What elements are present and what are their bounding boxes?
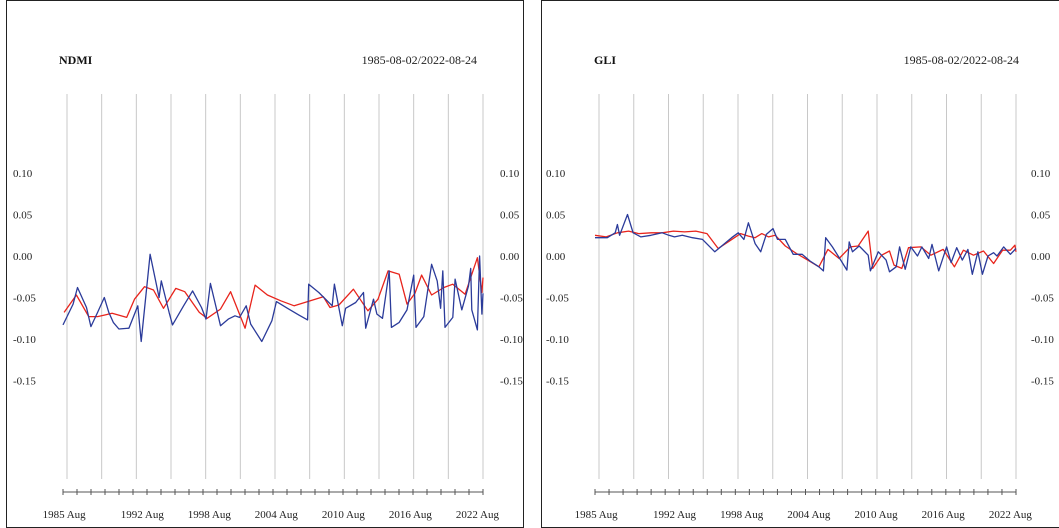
x-tick-label: 2022 Aug: [989, 509, 1033, 521]
y-tick-label: 0.10: [13, 168, 33, 180]
gli-plot: 0.10 0.10 0.05 0.05 0.00 0.00 -0.05 -0.05 -0.10 -…: [546, 94, 1054, 521]
y-tick-label-right: -0.15: [1031, 376, 1054, 388]
gridlines: [598, 94, 1017, 479]
series-blue-line: [62, 253, 484, 343]
chart-title: GLI: [594, 53, 617, 67]
ndmi-chart-panel: NDMI 1985-08-02/2022-08-24 0.10 0.10 0.05 0…: [6, 0, 524, 528]
date-range-label: 1985-08-02/2022-08-24: [903, 53, 1019, 67]
y-tick-label: -0.10: [546, 334, 569, 346]
y-tick-label: -0.10: [13, 334, 36, 346]
y-tick-label: -0.15: [546, 376, 569, 388]
x-tick-label: 1985 Aug: [43, 509, 87, 521]
y-tick-label-right: 0.00: [500, 251, 520, 263]
y-tick-label-right: -0.05: [500, 293, 523, 305]
x-tick-label: 2004 Aug: [787, 509, 831, 521]
x-tick-label: 1998 Aug: [720, 509, 764, 521]
series-red-line: [63, 257, 484, 329]
x-axis: [594, 489, 1017, 495]
y-tick-label-right: 0.00: [1031, 251, 1051, 263]
y-tick-label-right: 0.10: [1031, 168, 1051, 180]
y-tick-label-right: 0.05: [500, 210, 520, 222]
gridlines: [66, 94, 484, 479]
x-tick-label: 1992 Aug: [653, 509, 697, 521]
y-tick-label-right: -0.05: [1031, 293, 1054, 305]
x-tick-label: 2004 Aug: [255, 509, 299, 521]
date-range-label: 1985-08-02/2022-08-24: [361, 53, 477, 67]
y-tick-label-right: 0.10: [500, 168, 520, 180]
x-tick-label: 2016 Aug: [922, 509, 966, 521]
series-red-line: [594, 230, 1017, 270]
ndmi-plot: 0.10 0.10 0.05 0.05 0.00 0.00 -0.05 -0.05 -0.10 -…: [13, 94, 523, 521]
y-tick-label-right: 0.05: [1031, 210, 1051, 222]
y-tick-label-right: -0.15: [500, 376, 523, 388]
y-tick-label-right: -0.10: [500, 334, 523, 346]
y-tick-label: 0.00: [13, 251, 33, 263]
y-tick-label: -0.05: [546, 293, 569, 305]
x-axis: [62, 489, 484, 495]
chart-title: NDMI: [59, 53, 93, 67]
x-tick-label: 1985 Aug: [575, 509, 619, 521]
x-tick-label: 2010 Aug: [322, 509, 366, 521]
y-tick-label: 0.05: [546, 210, 566, 222]
y-tick-label: 0.10: [546, 168, 566, 180]
gli-chart-panel: GLI 1985-08-02/2022-08-24 0.10 0.10 0.05 0.…: [541, 0, 1059, 528]
y-tick-label-right: -0.10: [1031, 334, 1054, 346]
y-tick-label: -0.05: [13, 293, 36, 305]
y-tick-label: 0.05: [13, 210, 33, 222]
x-tick-label: 1992 Aug: [121, 509, 165, 521]
series-blue-line: [595, 213, 1017, 275]
x-tick-label: 2016 Aug: [389, 509, 433, 521]
y-tick-label: -0.15: [13, 376, 36, 388]
x-tick-label: 1998 Aug: [188, 509, 232, 521]
y-tick-label: 0.00: [546, 251, 566, 263]
x-tick-label: 2022 Aug: [456, 509, 500, 521]
x-tick-label: 2010 Aug: [854, 509, 898, 521]
